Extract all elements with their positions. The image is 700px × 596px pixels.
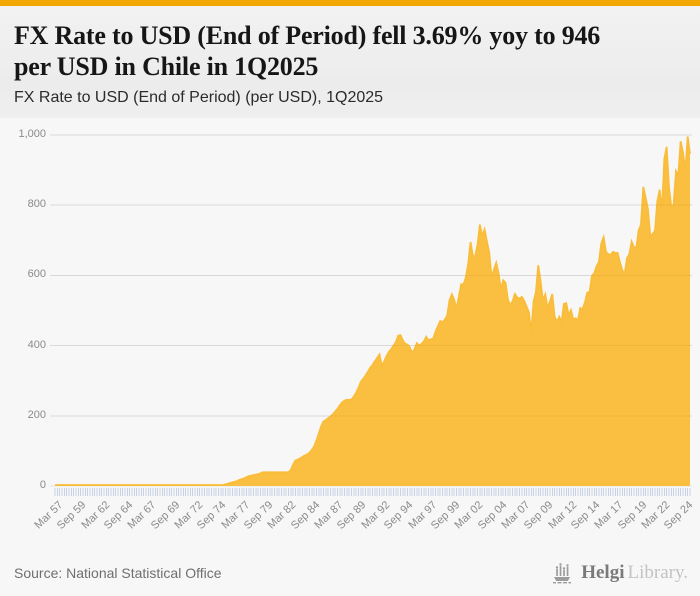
y-axis-label: 0 <box>39 479 46 491</box>
chart-subtitle: FX Rate to USD (End of Period) (per USD)… <box>14 89 384 106</box>
chart-canvas <box>50 134 692 496</box>
y-axis-label: 800 <box>27 198 46 211</box>
bar-chart-ship-icon <box>553 563 572 584</box>
logo-text-primary: Helgi <box>581 562 625 583</box>
accent-bar <box>0 0 700 6</box>
y-axis-label: 200 <box>27 408 46 421</box>
chart-header: FX Rate to USD (End of Period) fell 3.69… <box>0 6 700 118</box>
chart-footer: Source: National Statistical Office <box>0 550 700 596</box>
fx-rate-area-series <box>55 136 690 486</box>
page-title-line1: FX Rate to USD (End of Period) fell 3.69… <box>14 21 601 50</box>
source-text: Source: National Statistical Office <box>14 565 222 581</box>
fx-rate-area-chart: 0 200 400 600 800 1,000 Mar 57 Sep 59 Mar 62 Sep … <box>0 118 700 550</box>
y-axis-label: 600 <box>27 268 46 281</box>
y-axis-label: 1,000 <box>18 128 46 140</box>
logo-text-secondary: Library. <box>627 562 689 583</box>
page-title-line2: per USD in Chile in 1Q2025 <box>14 52 319 81</box>
helgi-library-logo: Helgi Library. <box>552 562 688 584</box>
y-axis-label: 400 <box>27 338 46 351</box>
